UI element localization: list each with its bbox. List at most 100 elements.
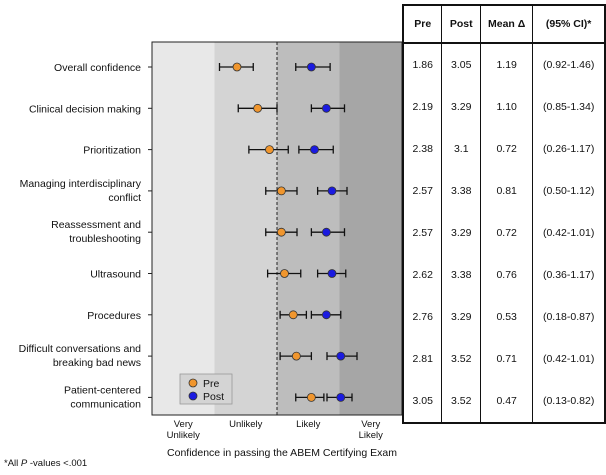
table-cell: (0.50-1.12) (532, 170, 605, 212)
footnote: *All P -values <.001 (4, 458, 88, 469)
category-label: Difficult conversations and breaking bad … (19, 343, 142, 369)
header-pre: Pre (403, 5, 442, 44)
category-label-line: conflict (108, 192, 141, 204)
x-tick-label-line: Likely (296, 419, 321, 430)
table-cell: 2.76 (412, 311, 433, 323)
post-point (321, 310, 331, 320)
background-band (339, 42, 402, 415)
table-cell: 0.81 (480, 170, 533, 212)
pre-point (280, 269, 289, 278)
post-point (321, 227, 331, 237)
category-label-line: Difficult conversations and (19, 343, 142, 355)
category-label: Patient-centered communication (64, 384, 141, 410)
table-cell: 2.19 (412, 101, 433, 113)
table-row: 2.57 3.29 0.72 (0.42-1.01) (403, 212, 605, 254)
table-cell: 3.05 (412, 395, 433, 407)
pre-point (291, 351, 301, 361)
category-label-line: Managing interdisciplinary (20, 178, 142, 190)
x-tick-label: Very Likely (359, 419, 384, 441)
legend-marker-pre (188, 378, 198, 388)
pre-point (265, 145, 274, 155)
pre-point (232, 62, 242, 72)
category-label: Procedures (87, 310, 141, 322)
x-tick-label-line: Likely (359, 430, 384, 441)
table-cell: 2.81 (412, 353, 433, 365)
pre-point (253, 103, 263, 113)
table-row: 2.19 3.29 1.10 (0.85-1.34) (403, 86, 605, 128)
table-row: 2.76 3.29 0.53 (0.18-0.87) (403, 296, 605, 338)
post-point (336, 392, 346, 402)
x-tick-label-line: Unlikely (167, 430, 201, 441)
background-band (277, 42, 340, 415)
table-cell: (0.26-1.17) (532, 128, 605, 170)
legend-label-post: Post (203, 391, 224, 403)
header-post: Post (441, 5, 481, 44)
x-tick-label-line: Unlikely (229, 419, 263, 430)
category-label-line: troubleshooting (69, 233, 141, 245)
table-cell: (0.36-1.17) (532, 254, 605, 296)
background-band (152, 42, 215, 415)
category-label: Reassessment and troubleshooting (51, 219, 141, 245)
table-cell: (0.18-0.87) (532, 296, 605, 338)
pre-point (276, 227, 286, 237)
post-point (336, 351, 346, 361)
table-row: 2.81 3.52 0.71 (0.42-1.01) (403, 338, 605, 380)
table-cell: (0.85-1.34) (532, 86, 605, 128)
post-point (306, 62, 316, 72)
table-cell: 2.57 (412, 227, 433, 239)
x-tick-label-line: Very (174, 419, 193, 430)
post-point (327, 186, 337, 196)
category-label: Overall confidence (54, 62, 141, 74)
table-cell: (0.42-1.01) (532, 212, 605, 254)
post-point (310, 145, 319, 155)
table-cell: 0.72 (480, 212, 533, 254)
table-cell: (0.92-1.46) (532, 43, 605, 86)
table-cell: 2.38 (412, 143, 433, 155)
legend-marker-post (188, 391, 198, 401)
table-cell: 2.57 (412, 185, 433, 197)
table-row: 2.38 3.1 0.72 (0.26-1.17) (403, 128, 605, 170)
category-label-line: communication (70, 398, 141, 410)
category-label-line: Patient-centered (64, 384, 141, 396)
header-ci: (95% CI)* (532, 5, 605, 44)
category-label: Prioritization (83, 145, 141, 157)
table-cell: (0.13-0.82) (532, 380, 605, 423)
table-cell: 1.10 (480, 86, 533, 128)
x-tick-label: Unlikely (229, 419, 263, 430)
table-row: 3.05 3.52 0.47 (0.13-0.82) (403, 380, 605, 423)
category-label-line: Reassessment and (51, 219, 141, 231)
table-cell: 3.05 (441, 43, 481, 86)
table-cell: 2.62 (412, 269, 433, 281)
table-cell: 1.19 (480, 43, 533, 86)
table-cell: 3.52 (441, 338, 481, 380)
table-row: 2.57 3.38 0.81 (0.50-1.12) (403, 170, 605, 212)
post-point (321, 103, 331, 113)
stats-table: Pre Post Mean Δ (95% CI)* 1.86 3.05 1.19 (0… (402, 4, 606, 424)
legend-box (179, 373, 233, 405)
post-point (327, 269, 337, 278)
table-cell: 3.38 (441, 254, 481, 296)
table-cell: 3.29 (441, 296, 481, 338)
table-cell: 3.1 (441, 128, 481, 170)
pre-point (288, 310, 298, 320)
category-label: Managing interdisciplinary conflict (20, 178, 142, 204)
table-cell: 0.76 (480, 254, 533, 296)
x-axis-title: Confidence in passing the ABEM Certifyin… (167, 447, 397, 459)
pre-point (276, 186, 286, 196)
table-cell: 3.52 (441, 380, 481, 423)
category-label-line: breaking bad news (53, 357, 141, 369)
table-cell: 1.86 (412, 59, 433, 71)
header-mean-delta: Mean Δ (480, 5, 533, 44)
table-cell: 0.71 (480, 338, 533, 380)
table-row: 2.62 3.38 0.76 (0.36-1.17) (403, 254, 605, 296)
category-label: Clinical decision making (29, 103, 141, 115)
x-tick-label-line: Very (361, 419, 380, 430)
background-band (214, 42, 277, 415)
table-row: 1.86 3.05 1.19 (0.92-1.46) (403, 43, 605, 86)
category-label: Ultrasound (90, 269, 141, 281)
table-cell: 3.38 (441, 170, 481, 212)
table-cell: 3.29 (441, 86, 481, 128)
table-cell: 0.47 (480, 380, 533, 423)
table-cell: 0.53 (480, 296, 533, 338)
